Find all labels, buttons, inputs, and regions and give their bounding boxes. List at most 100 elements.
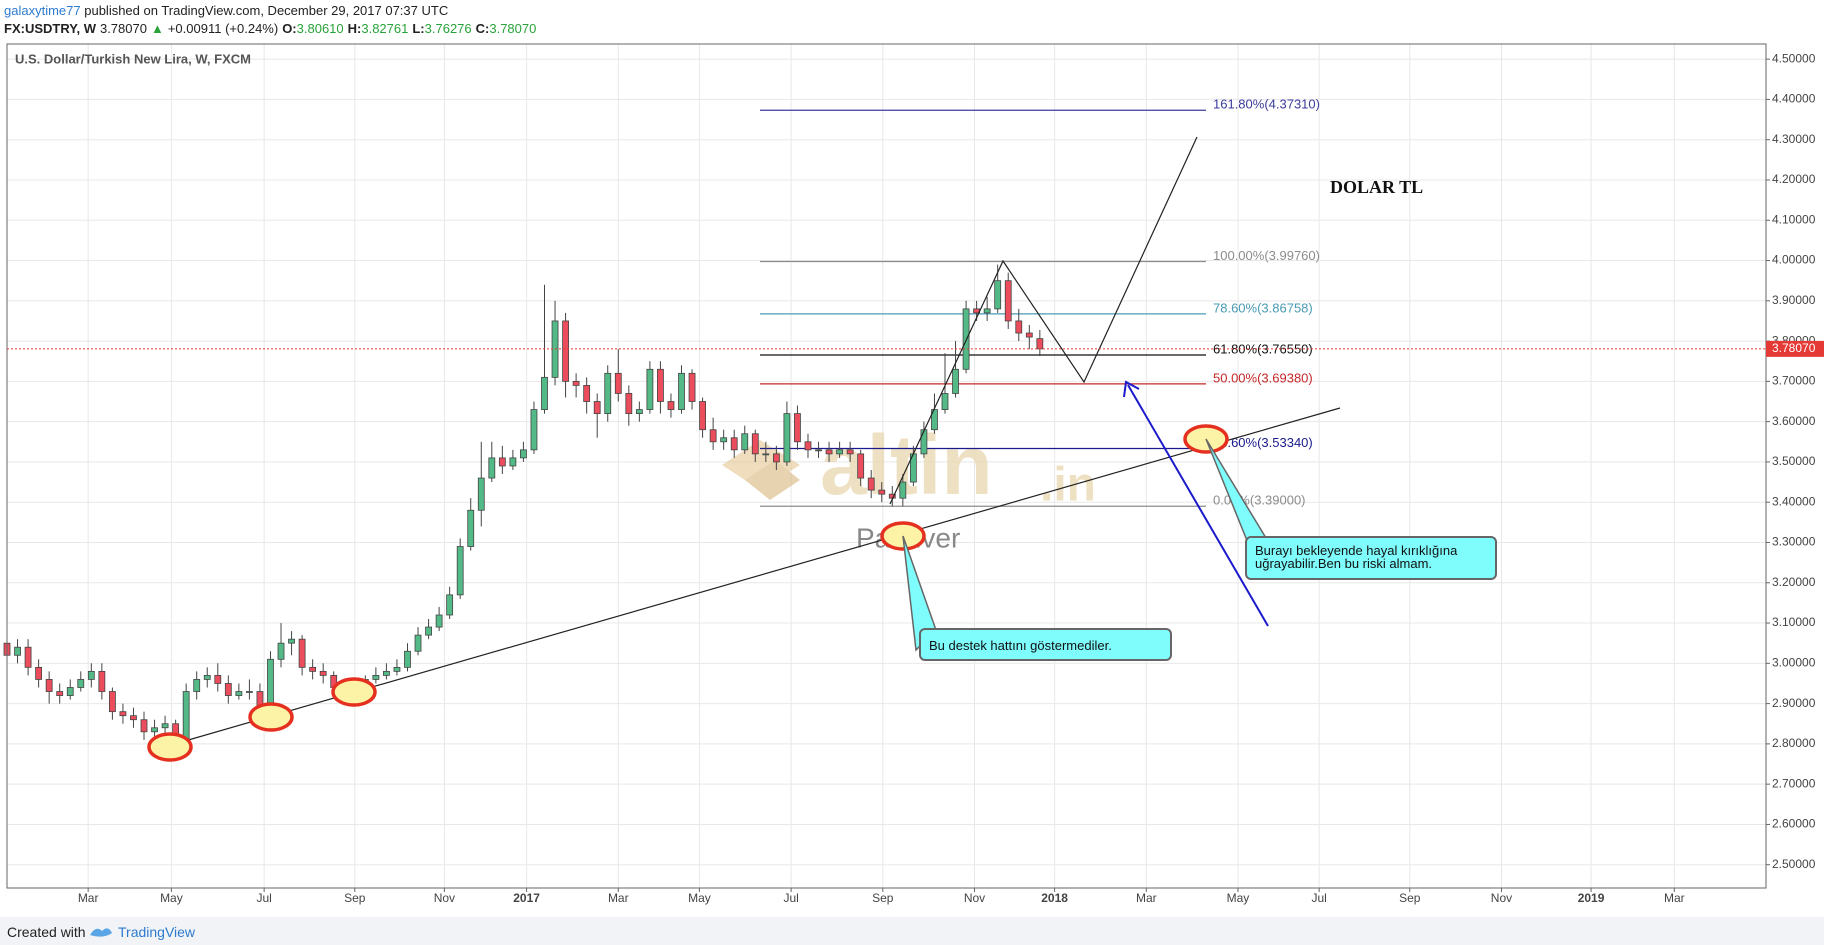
- x-tick-label: Nov: [1491, 891, 1512, 905]
- candle-body: [983, 308, 991, 314]
- callout: Bu destek hattını göstermediler.: [919, 628, 1172, 661]
- x-tick-label: 2018: [1041, 891, 1068, 905]
- header-line-2: FX:USDTRY, W 3.78070 ▲ +0.00911 (+0.24%) O:3…: [4, 21, 540, 36]
- x-tick-label: Nov: [434, 891, 455, 905]
- y-tick-label: 4.00000: [1772, 253, 1816, 267]
- candle-body: [583, 385, 591, 402]
- candle-body: [214, 675, 222, 684]
- x-tick-label: Sep: [1399, 891, 1421, 905]
- plot-frame: [6, 43, 1767, 889]
- candle-body: [751, 433, 759, 455]
- candle-body: [625, 393, 633, 414]
- footer-brand[interactable]: TradingView: [118, 924, 196, 940]
- x-tick-label: Nov: [964, 891, 985, 905]
- chart-label: DOLAR TL: [1330, 177, 1423, 197]
- candle-body: [393, 666, 401, 672]
- last-price-box: [1766, 340, 1824, 357]
- published: published on TradingView.com, December 2…: [84, 3, 449, 18]
- candle-body: [498, 457, 506, 467]
- candle-body: [404, 650, 411, 668]
- candle-body: [509, 457, 517, 467]
- fib-label: 50.00%(3.69380): [1213, 370, 1313, 385]
- candle-body: [1036, 338, 1044, 350]
- candle-body: [678, 372, 685, 410]
- candle-body: [604, 372, 612, 414]
- candle-body: [857, 453, 865, 479]
- candle-body: [836, 449, 844, 455]
- y-tick-label: 3.10000: [1772, 615, 1816, 629]
- logo-shape: [722, 440, 800, 490]
- y-tick-label: 3.40000: [1772, 494, 1816, 508]
- candle-body: [87, 670, 95, 680]
- candle-body: [130, 715, 137, 721]
- chart-title: U.S. Dollar/Turkish New Lira, W, FXCM: [15, 51, 251, 66]
- candle-body: [952, 368, 959, 394]
- fibonacci: 161.80%(4.37310) 100.00%(3.99760) 78.60%(3…: [760, 97, 1320, 508]
- user[interactable]: galaxytime77: [4, 3, 81, 18]
- x-tick-label: Mar: [1664, 891, 1685, 905]
- candle-body: [45, 679, 53, 692]
- y-tick-label: 2.60000: [1772, 817, 1816, 831]
- candle-body: [119, 711, 127, 717]
- candle-body: [815, 449, 822, 452]
- fib-label: 61.80%(3.76550): [1213, 341, 1313, 356]
- fib-label: 0.00%(3.39000): [1213, 493, 1306, 508]
- y-tick-label: 4.30000: [1772, 132, 1816, 146]
- candle-body: [1025, 332, 1033, 338]
- candle-body: [108, 691, 116, 713]
- candle-body: [319, 670, 327, 676]
- candle-body: [182, 691, 190, 741]
- circle: [331, 677, 377, 707]
- circles: [147, 424, 1229, 762]
- x-tick-label: Sep: [872, 891, 894, 905]
- y-tick-label: 4.20000: [1772, 172, 1816, 186]
- fib-label: 161.80%(4.37310): [1213, 97, 1320, 112]
- watermark: altin: [820, 418, 993, 512]
- candle-body: [593, 401, 601, 414]
- candle-body: [14, 646, 21, 656]
- x-tick-label: Jul: [1311, 891, 1326, 905]
- x-tick-label: Sep: [344, 891, 366, 905]
- candle-body: [446, 594, 454, 616]
- logo: [90, 928, 112, 937]
- fib-label: 100.00%(3.99760): [1213, 248, 1320, 263]
- y-tick-label: 3.20000: [1772, 575, 1816, 589]
- candle-body: [825, 449, 833, 455]
- candle-body: [794, 413, 801, 443]
- candle-body: [1015, 320, 1023, 334]
- fib-label: 23.60%(3.53340): [1213, 435, 1313, 450]
- candle-body: [804, 441, 812, 451]
- c-label: C:: [475, 21, 490, 36]
- candle-body: [941, 393, 949, 410]
- candle-body: [383, 670, 390, 676]
- candle-body: [530, 409, 538, 451]
- candle-body: [98, 670, 106, 692]
- axes: 2.50000 2.60000 2.70000 2.80000 2.90000 3.000…: [7, 51, 1824, 905]
- y-tick-label: 2.70000: [1772, 776, 1816, 790]
- h-label: H:: [347, 21, 362, 36]
- open: 3.80610: [296, 21, 344, 36]
- candle-body: [140, 719, 148, 733]
- x-tick-label: 2019: [1578, 891, 1605, 905]
- candle-body: [193, 679, 201, 692]
- y-tick-label: 3.60000: [1772, 414, 1816, 428]
- y-tick-label: 3.90000: [1772, 293, 1816, 307]
- candle-body: [277, 642, 285, 660]
- x-tick-label: May: [1227, 891, 1250, 905]
- candle-body: [224, 683, 232, 696]
- x-tick-label: Jul: [256, 891, 271, 905]
- arrow: ▲: [150, 21, 164, 36]
- fib-label: 78.60%(3.86758): [1213, 300, 1313, 315]
- last-price-label: 3.78070: [1772, 341, 1816, 355]
- o-label: O:: [282, 21, 297, 36]
- x-tick-label: Mar: [1136, 891, 1157, 905]
- x-tick-label: Mar: [78, 891, 99, 905]
- candle-body: [456, 546, 464, 596]
- candle-body: [235, 691, 243, 696]
- arrow-head: [1123, 380, 1140, 398]
- candle-body: [520, 449, 527, 459]
- watermark-logo: [722, 440, 800, 500]
- candle-body: [477, 477, 485, 511]
